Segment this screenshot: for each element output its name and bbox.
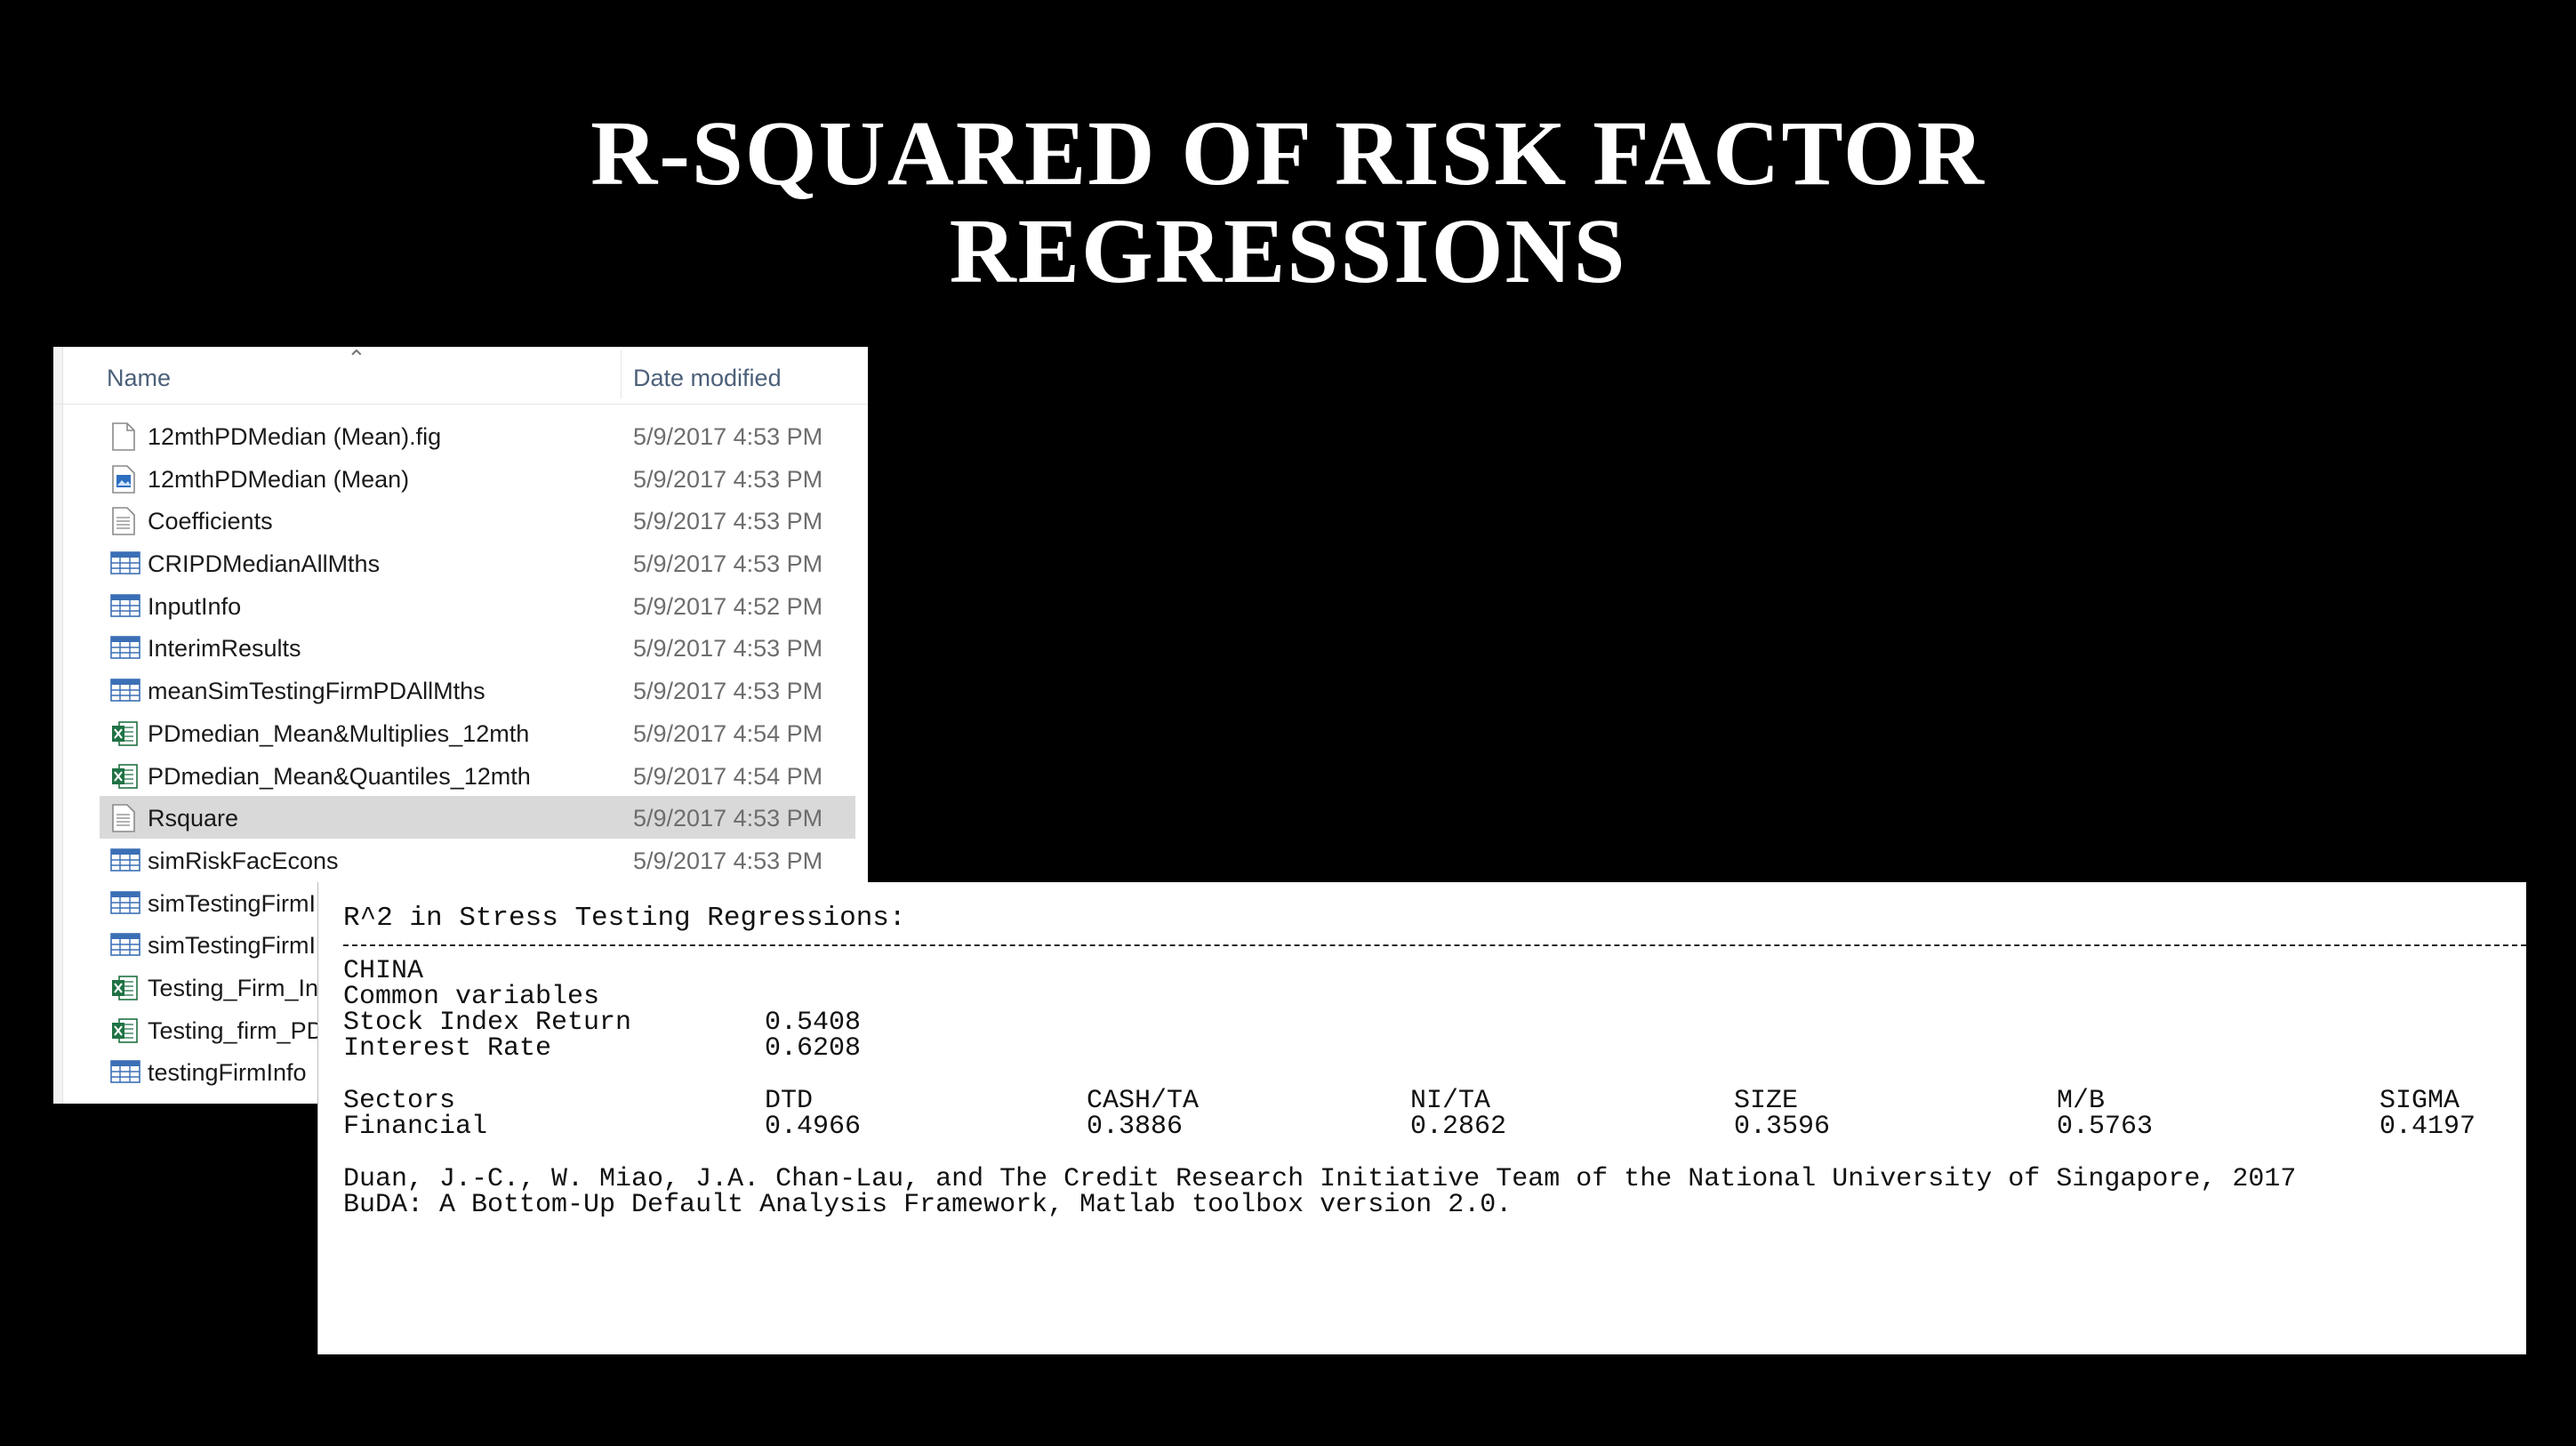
sector-row-cash-ta: 0.3886 [1087,1112,1184,1142]
table-file-icon [110,634,140,663]
file-name: PDmedian_Mean&Multiplies_12mth [148,719,530,747]
file-row[interactable]: InterimResults 5/9/2017 4:53 PM [100,626,855,669]
file-name: 12mthPDMedian (Mean).fig [148,423,442,450]
file-name: simRiskFacEcons [148,847,339,874]
file-row[interactable]: Testing_firm_PD [100,1008,855,1051]
file-row[interactable]: PDmedian_Mean&Quantiles_12mth 5/9/2017 4:… [100,754,855,797]
file-name: 12mthPDMedian (Mean) [148,465,410,493]
table-file-icon [110,550,140,578]
file-row[interactable]: meanSimTestingFirmPDAllMths 5/9/2017 4:53… [100,669,855,711]
sector-header-mb: M/B [2057,1086,2106,1116]
file-name: InterimResults [148,635,301,663]
file-date-modified: 5/9/2017 4:53 PM [633,550,823,578]
table-file-icon [110,1058,140,1087]
file-name: meanSimTestingFirmPDAllMths [148,678,486,705]
image-file-icon [110,464,137,494]
file-row[interactable]: PDmedian_Mean&Multiplies_12mth 5/9/2017 4… [100,711,855,754]
file-name: Testing_Firm_Ini [148,974,325,1001]
slide-title-line-2: REGRESSIONS [949,200,1627,302]
file-name: PDmedian_Mean&Quantiles_12mth [148,762,531,790]
common-row-value: 0.5408 [765,1008,862,1038]
excel-file-icon [110,719,138,748]
file-name: simTestingFirmI [148,889,317,917]
file-date-modified: 5/9/2017 4:54 PM [633,762,823,790]
region-label: CHINA [343,956,424,986]
sector-header-sectors: Sectors [343,1086,456,1116]
file-row[interactable]: 12mthPDMedian (Mean).fig 5/9/2017 4:53 PM [100,414,855,457]
dashed-separator [343,944,2526,946]
file-row[interactable]: simRiskFacEcons 5/9/2017 4:53 PM [100,839,855,881]
file-row[interactable]: Testing_Firm_Ini [100,966,855,1008]
file-row[interactable]: Rsquare 5/9/2017 4:53 PM [100,796,855,839]
file-row[interactable]: 12mthPDMedian (Mean) 5/9/2017 4:53 PM [100,457,855,500]
file-list: 12mthPDMedian (Mean).fig 5/9/2017 4:53 PM… [100,414,868,1093]
file-explorer-panel: ⌃ Name Date modified 12mthPDMedian (Mean… [53,347,868,1104]
table-file-icon [110,889,140,918]
excel-file-icon [110,1016,138,1045]
name-column-header[interactable]: Name [107,365,172,391]
sector-header-dtd: DTD [765,1086,814,1116]
fig-file-icon [110,422,137,451]
sector-header-cash-ta: CASH/TA [1087,1086,1200,1116]
file-row[interactable]: testingFirmInfo [100,1050,855,1093]
file-name: CRIPDMedianAllMths [148,550,381,578]
file-date-modified: 5/9/2017 4:53 PM [633,635,823,663]
sector-row-mb: 0.5763 [2057,1112,2154,1142]
sector-row-sigma: 0.4197 [2379,1112,2476,1142]
column-divider[interactable] [621,350,622,398]
file-date-modified: 5/9/2017 4:53 PM [633,847,823,874]
file-date-modified: 5/9/2017 4:53 PM [633,508,823,535]
sector-header-size: SIZE [1734,1086,1799,1116]
sort-ascending-icon[interactable]: ⌃ [347,347,366,372]
common-row-label: Stock Index Return [343,1008,632,1038]
file-name: Testing_firm_PD [148,1016,325,1044]
file-date-modified: 5/9/2017 4:52 PM [633,592,823,620]
file-name: Rsquare [148,805,239,832]
file-date-modified: 5/9/2017 4:53 PM [633,678,823,705]
sector-row-size: 0.3596 [1734,1112,1831,1142]
r-squared-output-panel: R^2 in Stress Testing Regressions: CHINA… [317,882,2526,1354]
navigation-pane-edge [53,347,63,1104]
file-row[interactable]: InputInfo 5/9/2017 4:52 PM [100,584,855,627]
file-date-modified: 5/9/2017 4:53 PM [633,423,823,450]
text-file-icon [110,507,137,536]
file-name: Coefficients [148,508,273,535]
table-file-icon [110,847,140,875]
slide-title-line-1: R-SQUARED OF RISK FACTOR [590,102,1986,205]
table-file-icon [110,677,140,705]
common-row-label: Interest Rate [343,1033,552,1064]
file-row[interactable]: Coefficients 5/9/2017 4:53 PM [100,499,855,542]
file-row[interactable]: simTestingFirmI [100,923,855,966]
file-date-modified: 5/9/2017 4:53 PM [633,805,823,832]
file-date-modified: 5/9/2017 4:53 PM [633,465,823,493]
common-variables-label: Common variables [343,982,600,1012]
table-file-icon [110,931,140,960]
sector-header-sigma: SIGMA [2379,1086,2460,1116]
excel-file-icon [110,762,138,791]
sector-row-name: Financial [343,1112,488,1142]
slide-title: R-SQUARED OF RISK FACTOR REGRESSIONS [0,105,2576,301]
citation-line-1: Duan, J.-C., W. Miao, J.A. Chan-Lau, and… [343,1164,2297,1194]
column-header-row: ⌃ Name Date modified [53,347,868,405]
sector-row-ni-ta: 0.2862 [1410,1112,1507,1142]
file-name: InputInfo [148,592,242,620]
output-heading: R^2 in Stress Testing Regressions: [343,903,906,934]
excel-file-icon [110,974,138,1002]
date-modified-column-header[interactable]: Date modified [633,365,782,391]
sector-row-dtd: 0.4966 [765,1112,862,1142]
file-row[interactable]: simTestingFirmI [100,881,855,924]
common-row-value: 0.6208 [765,1033,862,1064]
file-name: testingFirmInfo [148,1059,307,1087]
text-file-icon [110,804,137,832]
file-date-modified: 5/9/2017 4:54 PM [633,719,823,747]
file-row[interactable]: CRIPDMedianAllMths 5/9/2017 4:53 PM [100,542,855,584]
file-name: simTestingFirmI [148,932,317,960]
table-file-icon [110,592,140,621]
citation-line-2: BuDA: A Bottom-Up Default Analysis Frame… [343,1190,1513,1220]
sector-header-ni-ta: NI/TA [1410,1086,1491,1116]
